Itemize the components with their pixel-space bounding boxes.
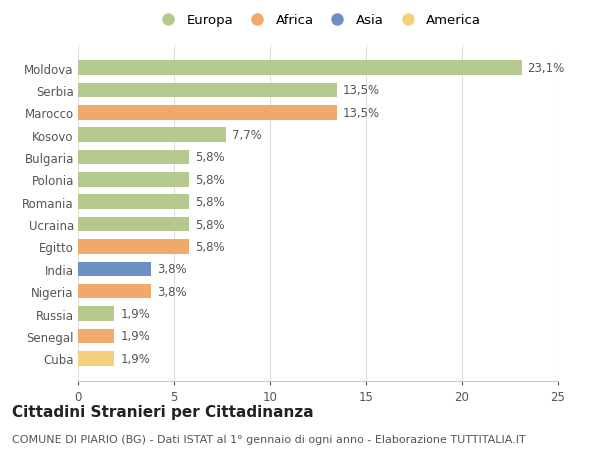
Text: COMUNE DI PIARIO (BG) - Dati ISTAT al 1° gennaio di ogni anno - Elaborazione TUT: COMUNE DI PIARIO (BG) - Dati ISTAT al 1°…: [12, 434, 526, 444]
Bar: [78, 106, 337, 120]
Legend: Europa, Africa, Asia, America: Europa, Africa, Asia, America: [149, 9, 487, 33]
Text: 5,8%: 5,8%: [195, 241, 225, 253]
Bar: [78, 329, 115, 343]
Text: 1,9%: 1,9%: [120, 308, 150, 320]
Bar: [78, 307, 115, 321]
Text: 7,7%: 7,7%: [232, 129, 262, 142]
Bar: [78, 284, 151, 299]
Text: 23,1%: 23,1%: [527, 62, 565, 75]
Bar: [78, 195, 190, 209]
Bar: [78, 151, 190, 165]
Text: 3,8%: 3,8%: [157, 263, 187, 276]
Bar: [78, 218, 190, 232]
Text: 13,5%: 13,5%: [343, 84, 380, 97]
Text: 13,5%: 13,5%: [343, 106, 380, 119]
Text: 1,9%: 1,9%: [120, 330, 150, 343]
Bar: [78, 173, 190, 187]
Text: 5,8%: 5,8%: [195, 151, 225, 164]
Bar: [78, 61, 521, 76]
Text: Cittadini Stranieri per Cittadinanza: Cittadini Stranieri per Cittadinanza: [12, 404, 314, 419]
Text: 3,8%: 3,8%: [157, 285, 187, 298]
Bar: [78, 240, 190, 254]
Text: 1,9%: 1,9%: [120, 352, 150, 365]
Text: 5,8%: 5,8%: [195, 218, 225, 231]
Bar: [78, 128, 226, 143]
Bar: [78, 84, 337, 98]
Text: 5,8%: 5,8%: [195, 196, 225, 209]
Bar: [78, 262, 151, 276]
Bar: [78, 351, 115, 366]
Text: 5,8%: 5,8%: [195, 174, 225, 186]
